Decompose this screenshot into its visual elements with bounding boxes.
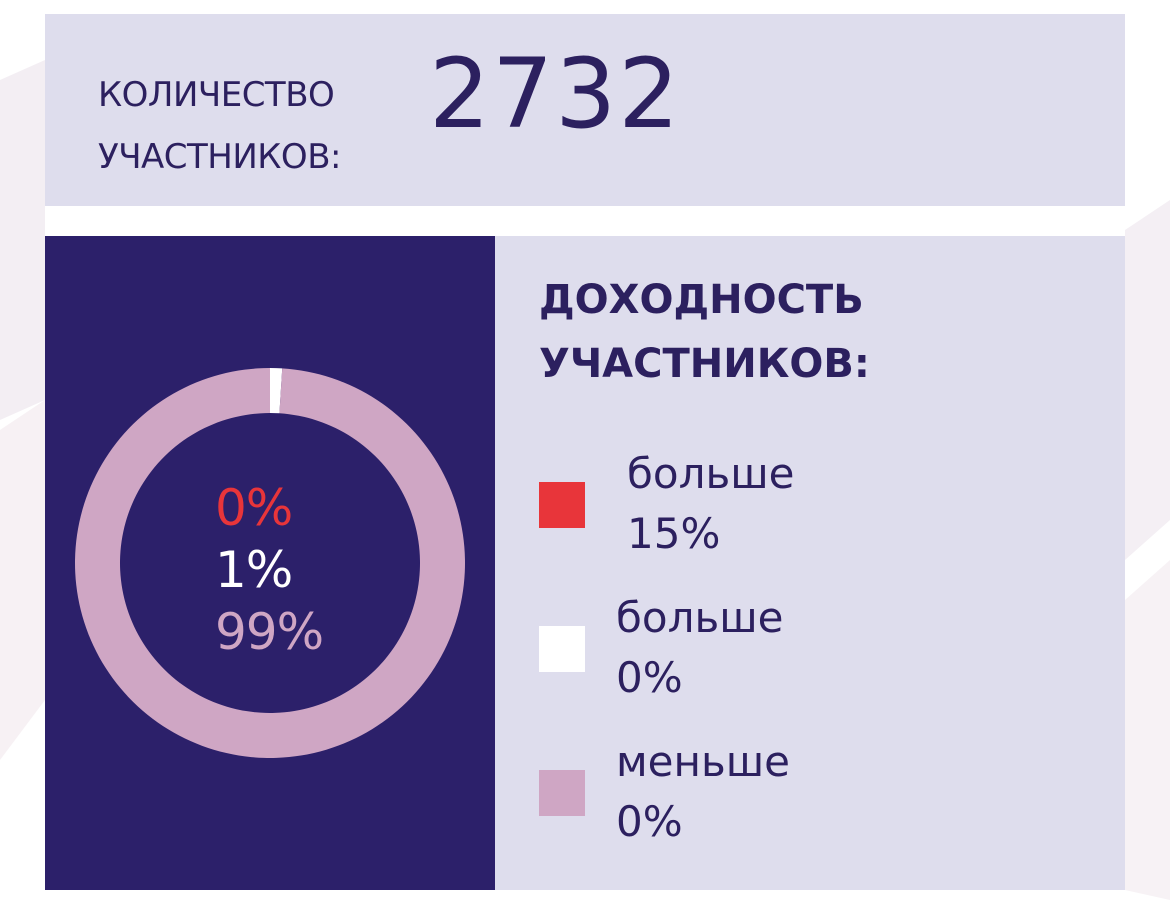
donut-slice-1 xyxy=(270,368,283,414)
center-percent-labels: 0% 1% 99% xyxy=(215,477,324,663)
participants-count-panel: КОЛИЧЕСТВО УЧАСТНИКОВ: 2732 xyxy=(45,14,1125,206)
center-label-1: 1% xyxy=(215,541,293,599)
legend-label-1: больше 0% xyxy=(616,593,784,702)
legend-label-0: больше 15% xyxy=(627,449,795,558)
legend-title-line2: УЧАСТНИКОВ: xyxy=(539,341,870,387)
legend-swatch-2 xyxy=(539,770,585,816)
legend-title-line1: ДОХОДНОСТЬ xyxy=(539,277,864,323)
legend-swatch-1 xyxy=(539,626,585,672)
legend-title: ДОХОДНОСТЬ УЧАСТНИКОВ: xyxy=(539,268,939,396)
participants-label-line2: УЧАСТНИКОВ: xyxy=(98,137,341,177)
legend-panel: ДОХОДНОСТЬ УЧАСТНИКОВ: больше 15% больше 0%… xyxy=(495,236,1125,890)
legend-label-2: меньше 0% xyxy=(616,737,791,846)
participants-label: КОЛИЧЕСТВО УЧАСТНИКОВ: xyxy=(98,64,398,188)
participants-label-line1: КОЛИЧЕСТВО xyxy=(98,75,335,115)
donut-chart-panel: 0% 1% 99% xyxy=(45,236,495,890)
participants-count-value: 2732 xyxy=(429,38,682,150)
center-label-2: 99% xyxy=(215,603,324,661)
donut-chart xyxy=(75,368,466,759)
center-label-0: 0% xyxy=(215,479,293,537)
legend-swatch-0 xyxy=(539,482,585,528)
